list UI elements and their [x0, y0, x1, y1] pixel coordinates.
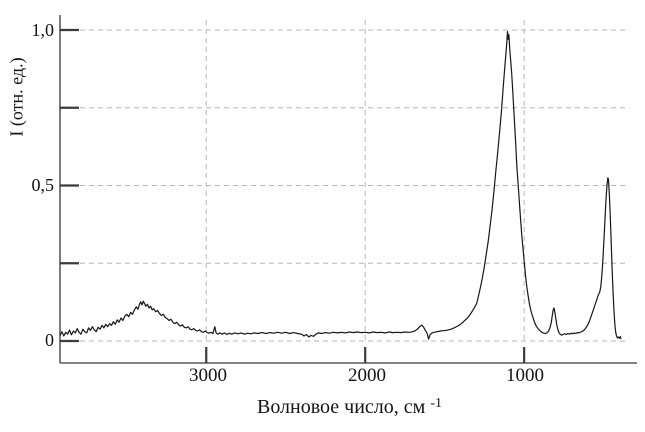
x-axis-title-text: Волновое число, см: [256, 396, 426, 418]
y-tick-label-1-0: 1,0: [31, 20, 55, 40]
y-tick-label-0: 0: [45, 330, 54, 350]
x-axis-title: Волновое число, см -1: [62, 396, 637, 419]
y-tick-label-0-5: 0,5: [31, 175, 55, 195]
x-tick-label-3000: 3000: [189, 365, 227, 386]
y-axis-title-text: I (отн. ед.): [6, 57, 27, 137]
spectrum-curve: [59, 31, 622, 340]
x-tick-label-2000: 2000: [348, 365, 386, 386]
x-axis-title-exponent: -1: [430, 396, 442, 411]
x-tick-label-1000: 1000: [506, 365, 544, 386]
